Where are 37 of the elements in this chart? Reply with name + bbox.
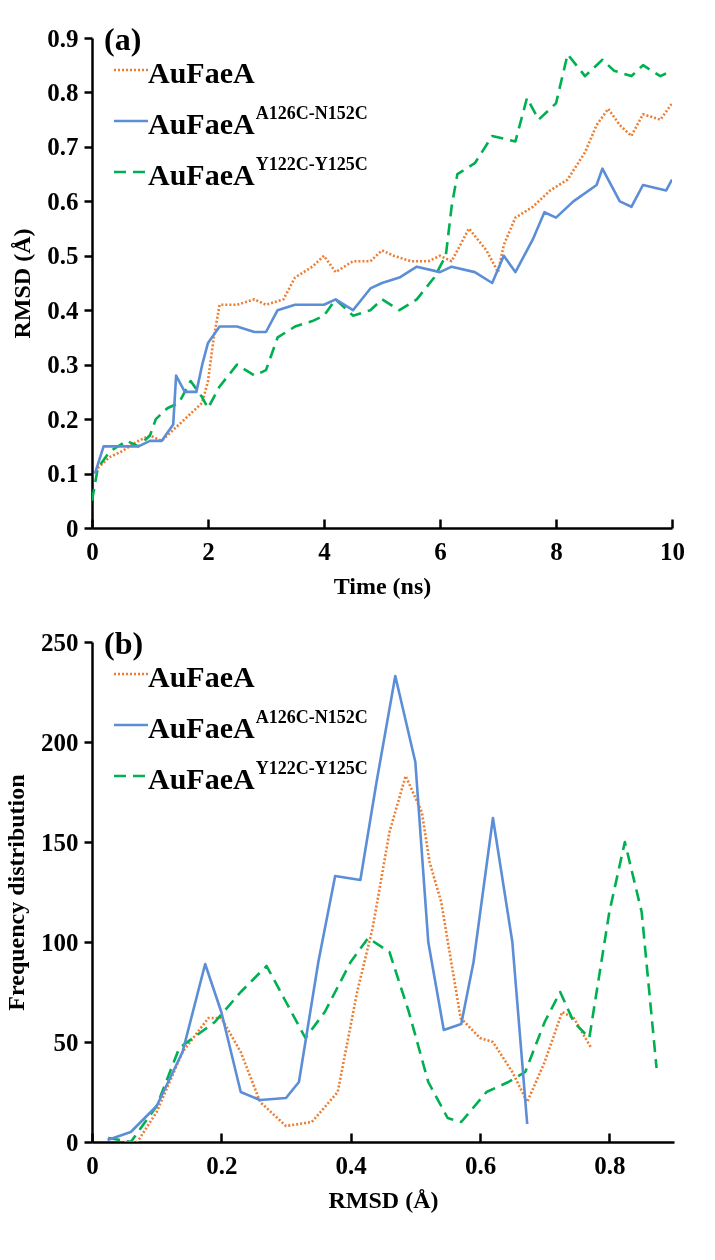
x-tick-label: 4 [318,537,332,565]
y-tick-label: 0.2 [47,405,79,433]
x-tick-label: 0 [86,537,99,565]
line-series [106,840,658,1142]
y-tick-label: 0.3 [47,351,79,379]
x-tick-label: 10 [660,537,685,565]
y-tick-label: 0.7 [47,133,79,161]
line-series [96,102,672,470]
x-tick-label: 8 [550,537,563,565]
x-tick-label: 2 [202,537,215,565]
y-axis-title: RMSD (Å) [9,228,36,339]
y-tick-label: 150 [41,828,79,856]
y-tick-label: 0.8 [47,78,79,106]
y-tick-label: 0.1 [47,460,79,488]
y-tick-label: 0.9 [47,24,79,52]
y-axis-title: Frequency distribution [3,774,29,1011]
annotation: (a) [104,21,142,57]
x-tick-label: 0 [86,1151,99,1179]
legend-label: AuFaeA [148,660,255,693]
x-axis-title: RMSD (Å) [328,1186,439,1213]
y-tick-label: 0.5 [47,242,79,270]
x-tick-label: 0.6 [464,1151,497,1179]
y-tick-label: 0 [66,514,79,542]
y-tick-label: 50 [53,1028,79,1056]
x-tick-label: 0.4 [335,1151,368,1179]
x-tick-label: 0.2 [206,1151,238,1179]
y-tick-label: 0.6 [47,187,79,215]
y-tick-label: 0.4 [47,296,79,324]
legend-label: AuFaeA [148,56,255,89]
y-tick-label: 0 [66,1128,79,1156]
y-tick-label: 250 [41,628,79,656]
y-tick-label: 100 [41,928,79,956]
x-axis-title: Time (ns) [333,572,432,599]
x-tick-label: 0.8 [594,1151,626,1179]
y-tick-label: 200 [41,728,79,756]
annotation: (b) [104,625,144,661]
x-tick-label: 6 [434,537,447,565]
